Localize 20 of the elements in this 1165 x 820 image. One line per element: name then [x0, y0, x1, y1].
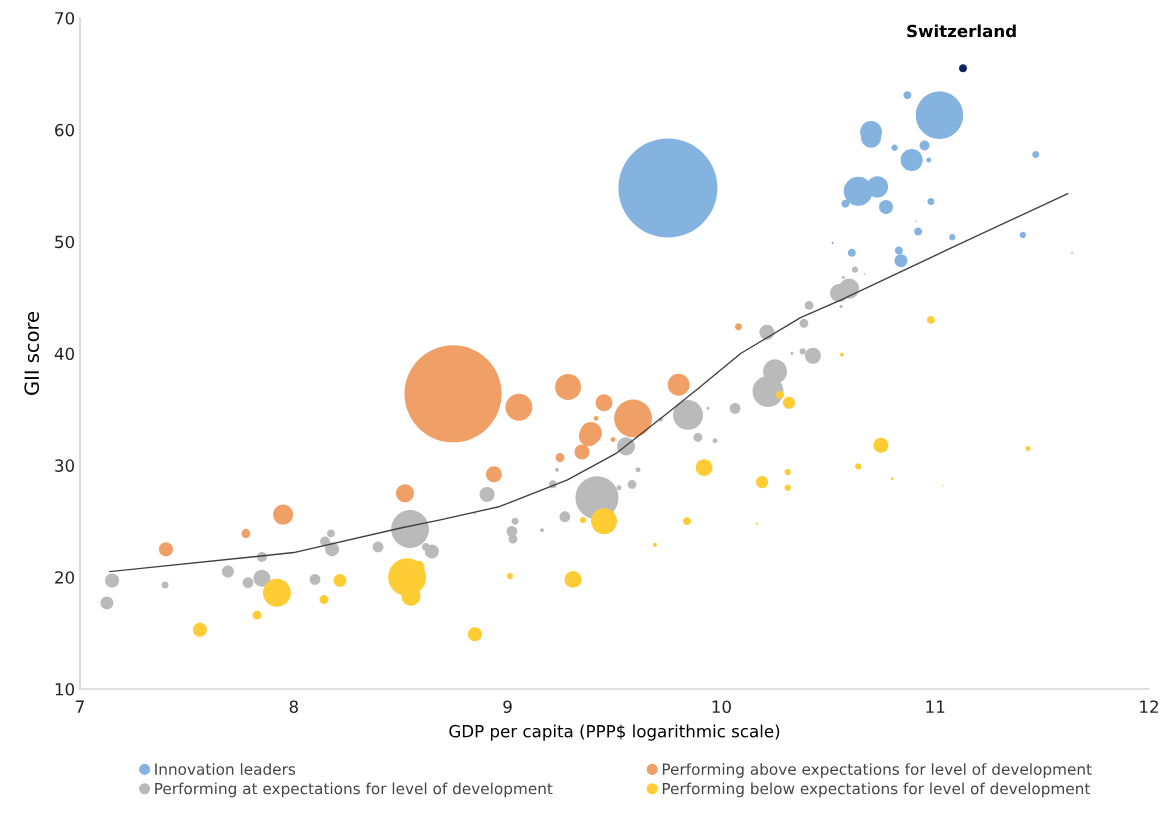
legend-label: Innovation leaders [155, 763, 296, 775]
legend-label: Performing above expectations for level of development [662, 763, 1092, 778]
x-axis-title: GDP per capita (PPP$ logarithmic scale) [449, 724, 780, 741]
y-tick-label: 60 [55, 123, 75, 137]
x-tick-label: 11 [926, 700, 945, 713]
x-tick-label: 12 [1140, 700, 1158, 713]
y-tick-label: 30 [55, 459, 75, 472]
legend-label: Performing below expectations for level of development [662, 782, 1091, 798]
x-tick-label: 8 [289, 700, 298, 714]
y-axis-title: GII score [24, 312, 40, 395]
y-tick-label: 70 [55, 11, 75, 25]
annotation: Switzerland [907, 24, 1016, 38]
x-tick-label: 7 [76, 700, 84, 713]
legend-label: Performing at expectations for level of development [155, 782, 553, 798]
y-tick-label: 10 [55, 682, 75, 696]
x-tick-label: 10 [712, 700, 731, 714]
y-tick-label: 40 [54, 347, 75, 361]
x-tick-label: 9 [503, 700, 512, 714]
y-tick-label: 20 [55, 571, 75, 584]
y-tick-label: 50 [55, 235, 75, 249]
